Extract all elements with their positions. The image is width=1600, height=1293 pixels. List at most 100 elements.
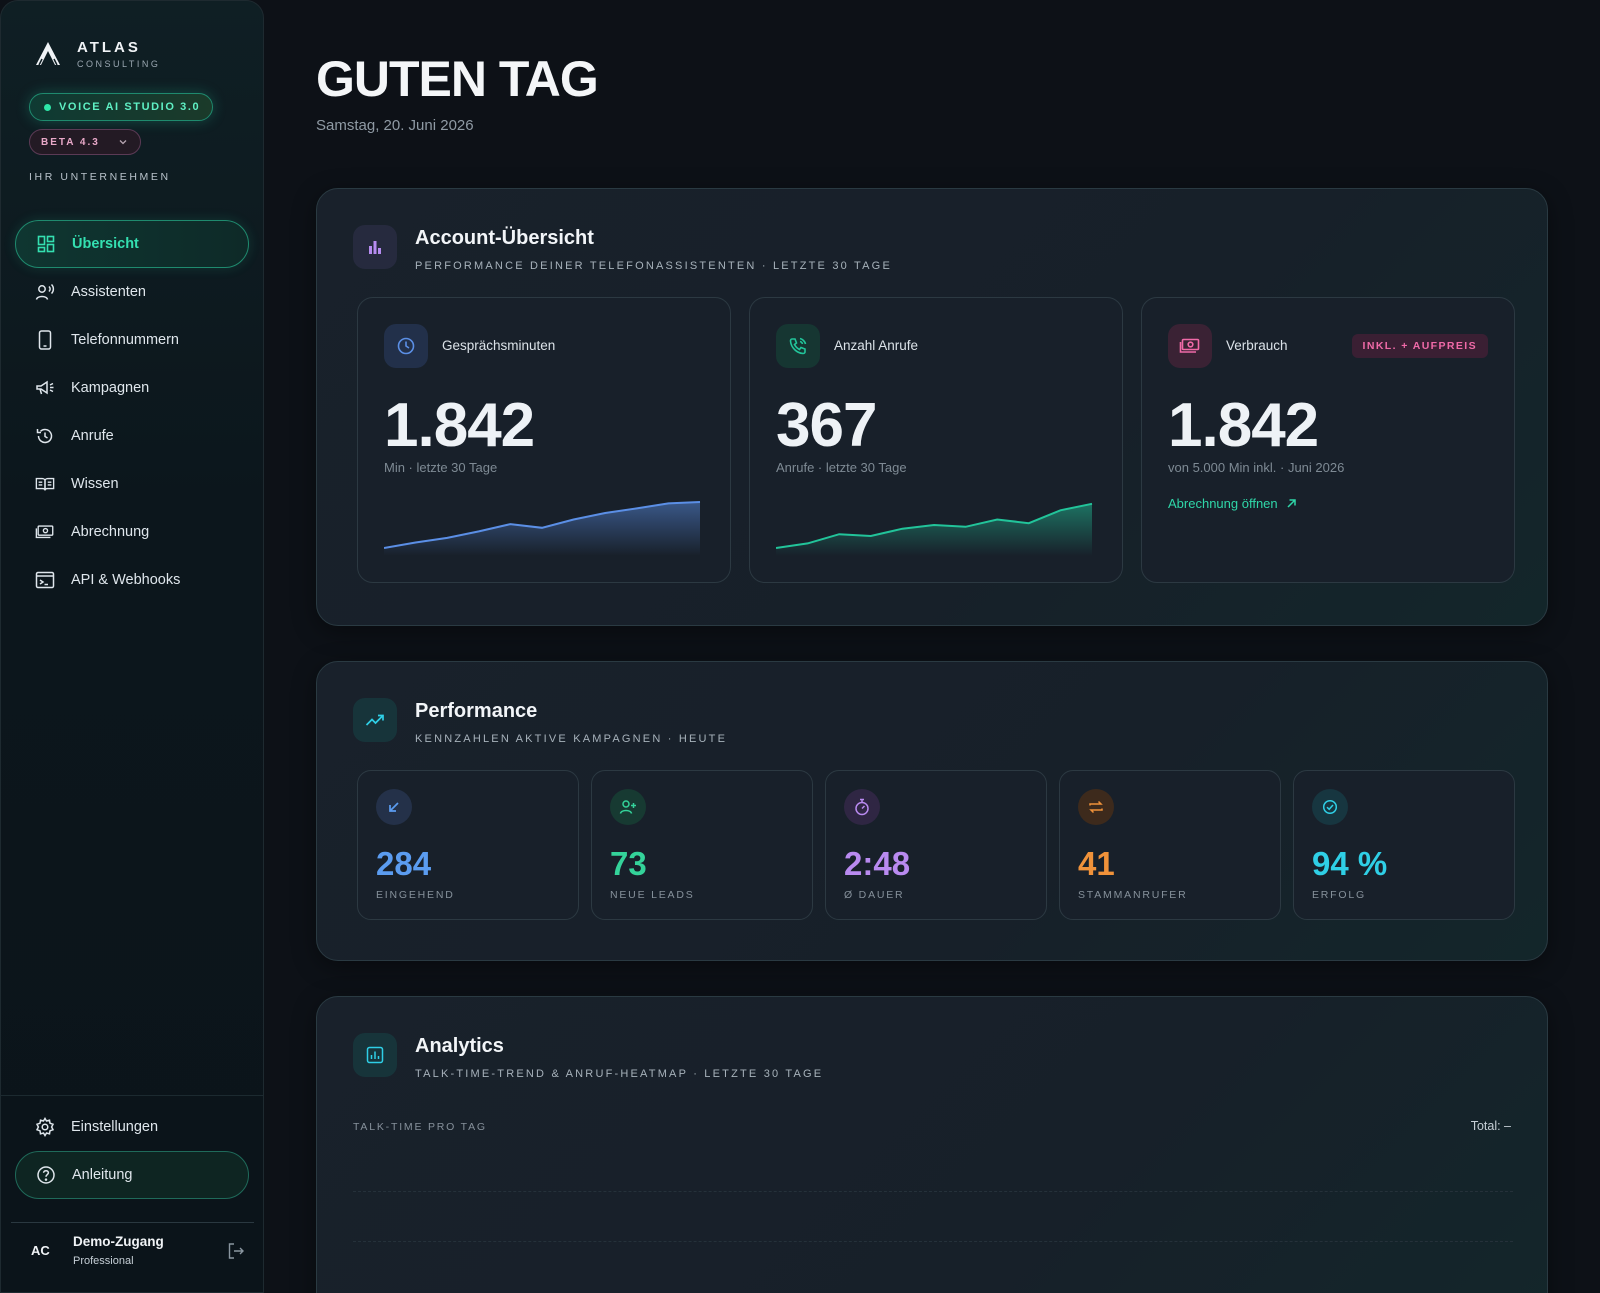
kpi-value: 284	[376, 845, 432, 882]
stat-label: Anzahl Anrufe	[834, 338, 919, 353]
nav-item-anleitung[interactable]: Anleitung	[15, 1151, 249, 1199]
nav-item-uebersicht[interactable]: Übersicht	[15, 220, 249, 268]
stat-card-usage[interactable]: Verbrauch INKL. + AUFPREIS 1.842 von 5.0…	[1141, 297, 1515, 583]
bar-chart-icon	[353, 225, 397, 269]
grid-icon	[36, 234, 56, 254]
gear-icon	[35, 1117, 55, 1137]
sidebar: ATLAS CONSULTING VOICE AI STUDIO 3.0 BET…	[0, 0, 264, 1293]
voice-user-icon	[35, 282, 55, 302]
stat-note: Anrufe · letzte 30 Tage	[776, 460, 907, 475]
atlas-logo-icon	[36, 42, 60, 66]
kpi-value: 2:48	[844, 845, 911, 882]
megaphone-icon	[35, 378, 55, 398]
version-select[interactable]: BETA 4.3	[29, 129, 141, 155]
money-icon	[1168, 324, 1212, 368]
main-nav: Übersicht Assistenten Telefonnummern Kam…	[15, 220, 249, 604]
nav-item-api-webhooks[interactable]: API & Webhooks	[15, 556, 249, 604]
open-billing-link[interactable]: Abrechnung öffnen	[1168, 496, 1297, 511]
kpi-label: STAMMANRUFER	[1078, 889, 1188, 901]
sparkline-area	[384, 502, 700, 556]
nav-item-assistenten[interactable]: Assistenten	[15, 268, 249, 316]
user-plan: Professional	[73, 1255, 134, 1267]
user-profile[interactable]: AC Demo-Zugang Professional	[31, 1234, 245, 1267]
stat-note: Min · letzte 30 Tage	[384, 460, 498, 475]
kpi-label: Ø DAUER	[844, 889, 905, 901]
arrow-down-left-icon	[376, 789, 412, 825]
kpi-card-returning[interactable]: 41 STAMMANRUFER	[1059, 770, 1281, 920]
stat-card-calls[interactable]: Anzahl Anrufe 367 Anrufe · letzte 30 Tag…	[749, 297, 1123, 583]
card-title: Performance	[415, 700, 538, 722]
link-label: Abrechnung öffnen	[1168, 496, 1278, 511]
kpi-value: 41	[1078, 845, 1115, 882]
user-plus-icon	[610, 789, 646, 825]
repeat-icon	[1078, 789, 1114, 825]
account-overview-card: Account-Übersicht PERFORMANCE DEINER TEL…	[316, 188, 1548, 626]
sparkline-area	[776, 503, 1092, 556]
version-label: BETA 4.3	[41, 136, 100, 148]
sidebar-bottom-nav: Einstellungen Anleitung	[15, 1103, 249, 1199]
nav-label: Anleitung	[72, 1167, 133, 1183]
kpi-label: NEUE LEADS	[610, 889, 695, 901]
nav-label: API & Webhooks	[71, 572, 181, 588]
talktime-total: Total: –	[1470, 1119, 1511, 1133]
book-icon	[35, 474, 55, 494]
user-divider	[11, 1222, 254, 1223]
brand-name: ATLAS	[77, 39, 141, 56]
calls-sparkline	[776, 502, 1093, 556]
brand[interactable]: ATLAS CONSULTING	[33, 39, 160, 69]
history-icon	[35, 426, 55, 446]
status-dot-icon	[44, 103, 51, 111]
sparkline-line	[384, 501, 701, 549]
logout-icon[interactable]	[227, 1242, 245, 1260]
help-icon	[36, 1165, 56, 1185]
stopwatch-icon	[844, 789, 880, 825]
card-title: Account-Übersicht	[415, 227, 594, 249]
nav-item-telefonnummern[interactable]: Telefonnummern	[15, 316, 249, 364]
kpi-card-leads[interactable]: 73 NEUE LEADS	[591, 770, 813, 920]
studio-pill[interactable]: VOICE AI STUDIO 3.0	[29, 93, 213, 121]
studio-pill-label: VOICE AI STUDIO 3.0	[59, 101, 201, 113]
kpi-card-duration[interactable]: 2:48 Ø DAUER	[825, 770, 1047, 920]
kpi-card-incoming[interactable]: 284 EINGEHEND	[357, 770, 579, 920]
nav-item-wissen[interactable]: Wissen	[15, 460, 249, 508]
card-subtitle: TALK-TIME-TREND & ANRUF-HEATMAP · LETZTE…	[415, 1068, 824, 1080]
current-date: Samstag, 20. Juni 2026	[316, 117, 474, 134]
stat-value: 1.842	[384, 391, 535, 460]
kpi-card-success[interactable]: 94 % ERFOLG	[1293, 770, 1515, 920]
avatar: AC	[31, 1243, 50, 1258]
pricing-badge: INKL. + AUFPREIS	[1351, 334, 1488, 358]
clock-icon	[384, 324, 428, 368]
talktime-chart-label: TALK-TIME PRO TAG	[353, 1121, 487, 1133]
kpi-value: 73	[610, 845, 647, 882]
chart-gridline	[353, 1191, 1513, 1192]
money-icon	[35, 522, 55, 542]
company-label: IHR UNTERNEHMEN	[29, 171, 171, 183]
chevron-down-icon	[119, 140, 127, 145]
stat-value: 1.842	[1168, 391, 1319, 460]
analytics-icon	[353, 1033, 397, 1077]
stat-note: von 5.000 Min inkl. · Juni 2026	[1168, 460, 1345, 475]
sidebar-divider	[1, 1095, 263, 1096]
card-title: Analytics	[415, 1035, 504, 1057]
card-subtitle: PERFORMANCE DEINER TELEFONASSISTENTEN · …	[415, 260, 892, 272]
nav-item-einstellungen[interactable]: Einstellungen	[15, 1103, 249, 1151]
terminal-icon	[35, 570, 55, 590]
nav-label: Telefonnummern	[71, 332, 179, 348]
nav-item-anrufe[interactable]: Anrufe	[15, 412, 249, 460]
nav-label: Kampagnen	[71, 380, 150, 396]
minutes-sparkline	[384, 501, 701, 556]
nav-item-abrechnung[interactable]: Abrechnung	[15, 508, 249, 556]
phone-call-icon	[776, 324, 820, 368]
sparkline-line	[776, 502, 1093, 549]
stat-card-minutes[interactable]: Gesprächsminuten 1.842 Min · letzte 30 T…	[357, 297, 731, 583]
chart-gridline	[353, 1241, 1513, 1242]
stat-value: 367	[776, 391, 877, 460]
nav-label: Assistenten	[71, 284, 146, 300]
brand-sub: CONSULTING	[77, 59, 161, 69]
analytics-card: Analytics TALK-TIME-TREND & ANRUF-HEATMA…	[316, 996, 1548, 1293]
stat-label: Gesprächsminuten	[442, 338, 556, 353]
kpi-label: ERFOLG	[1312, 889, 1366, 901]
nav-label: Einstellungen	[71, 1119, 159, 1135]
phone-device-icon	[35, 330, 55, 350]
nav-item-kampagnen[interactable]: Kampagnen	[15, 364, 249, 412]
